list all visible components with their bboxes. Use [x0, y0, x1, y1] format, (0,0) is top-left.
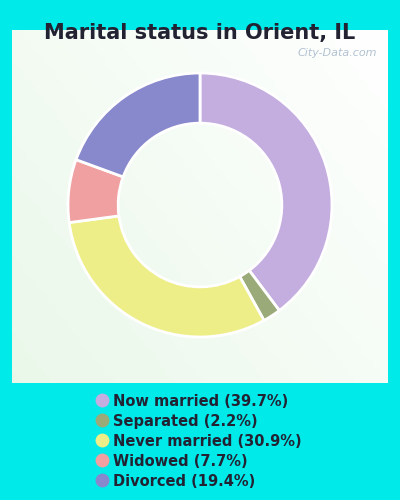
Wedge shape [69, 216, 264, 337]
Wedge shape [240, 270, 279, 320]
Wedge shape [76, 73, 200, 177]
Text: Marital status in Orient, IL: Marital status in Orient, IL [44, 22, 356, 42]
Wedge shape [200, 73, 332, 310]
Wedge shape [68, 160, 123, 222]
Text: City-Data.com: City-Data.com [297, 48, 377, 58]
Legend: Now married (39.7%), Separated (2.2%), Never married (30.9%), Widowed (7.7%), Di: Now married (39.7%), Separated (2.2%), N… [94, 389, 306, 494]
